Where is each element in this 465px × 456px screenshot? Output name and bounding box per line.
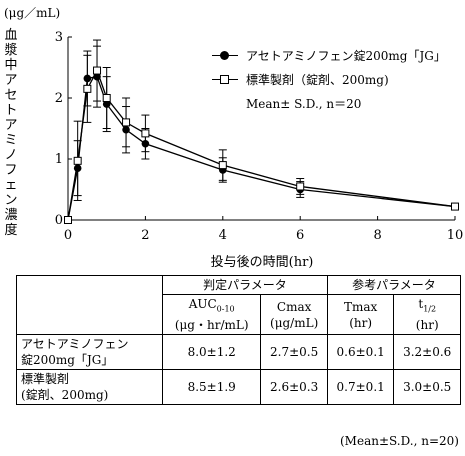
cell-cmax: 2.6±0.3 [260,369,328,406]
data-point [451,202,459,211]
x-tick-label: 2 [141,228,149,243]
data-point [83,84,92,93]
chart-axes: 0 2 4 6 8 10 0 1 2 3 [55,30,464,243]
column-header-t-half: t1/2 (hr) [393,293,461,336]
data-point [218,161,227,170]
x-tick-label: 6 [296,228,304,243]
cell-tmax: 0.6±0.1 [326,334,395,371]
table-corner-cell [16,274,163,336]
cell-auc: 8.0±1.2 [161,334,262,371]
cell-t-half: 3.0±0.5 [393,369,461,406]
data-point [141,129,150,138]
data-point [73,156,82,165]
pk-parameter-table: 判定パラメータ 参考パラメータ AUC0-10 (μg・hr/mL) Cmax (μ… [16,274,462,406]
open-square-marker-icon [212,74,238,86]
cell-auc: 8.5±1.9 [161,369,262,406]
group-header-judgment: 判定パラメータ [162,275,328,295]
row-name-reference: 標準製剤 (錠剤、200mg) [16,369,163,406]
y-tick-label: 2 [55,91,63,106]
x-tick-label: 10 [447,228,464,243]
table-column-header-row: AUC0-10 (μg・hr/mL) Cmax (μg/mL) Tmax (hr) t… [17,293,461,336]
table-row: アセトアミノフェン 錠200mg「JG」 8.0±1.2 2.7±0.5 0.6±… [16,334,461,371]
series-line [67,68,456,221]
legend-item-test: アセトアミノフェン錠200mg「JG」 [212,44,446,68]
concentration-time-chart: 0 2 4 6 8 10 0 1 2 3 投与後の時間(hr) [55,30,464,270]
chart-series [64,39,459,224]
data-point [122,118,131,127]
legend-label-reference: 標準製剤（錠剤、200mg) [246,73,389,87]
y-tick-label: 1 [55,152,63,167]
data-point [102,94,111,102]
series-reference [64,39,459,224]
legend-item-reference: 標準製剤（錠剤、200mg) [212,68,446,92]
column-header-cmax: Cmax (μg/mL) [260,293,328,336]
row-name-test: アセトアミノフェン 錠200mg「JG」 [16,334,163,371]
data-point [93,66,102,75]
legend-stats: Mean± S.D., n＝20 [246,97,362,111]
cell-cmax: 2.7±0.5 [260,334,328,371]
legend-label-test: アセトアミノフェン錠200mg「JG」 [246,49,446,63]
y-axis-label: 血漿中アセトアミノフェン濃度 [4,28,18,238]
cell-t-half: 3.2±0.6 [393,334,461,371]
table-group-header-row: 判定パラメータ 参考パラメータ [16,274,462,336]
cell-tmax: 0.7±0.1 [326,369,395,406]
data-point [64,216,72,224]
filled-circle-marker-icon [212,50,238,62]
column-header-tmax: Tmax (hr) [326,293,395,336]
y-tick-label: 3 [55,30,63,45]
x-axis-label: 投与後の時間(hr) [211,254,314,270]
y-tick-label: 0 [55,213,63,228]
x-tick-label: 8 [373,228,381,243]
column-header-auc: AUC0-10 (μg・hr/mL) [161,293,262,336]
x-tick-label: 4 [219,228,227,243]
y-axis-unit: (μg／mL) [4,6,61,20]
table-footnote: (Mean±S.D., n=20) [340,434,459,448]
x-tick-label: 0 [64,228,72,243]
group-header-reference: 参考パラメータ [326,275,462,295]
table-row: 標準製剤 (錠剤、200mg) 8.5±1.9 2.6±0.3 0.7±0.1 3… [16,369,461,406]
data-point [296,182,305,191]
chart-legend: アセトアミノフェン錠200mg「JG」 標準製剤（錠剤、200mg) Mean±… [212,44,446,116]
